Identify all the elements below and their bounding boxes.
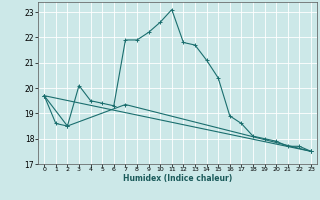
X-axis label: Humidex (Indice chaleur): Humidex (Indice chaleur) xyxy=(123,174,232,183)
